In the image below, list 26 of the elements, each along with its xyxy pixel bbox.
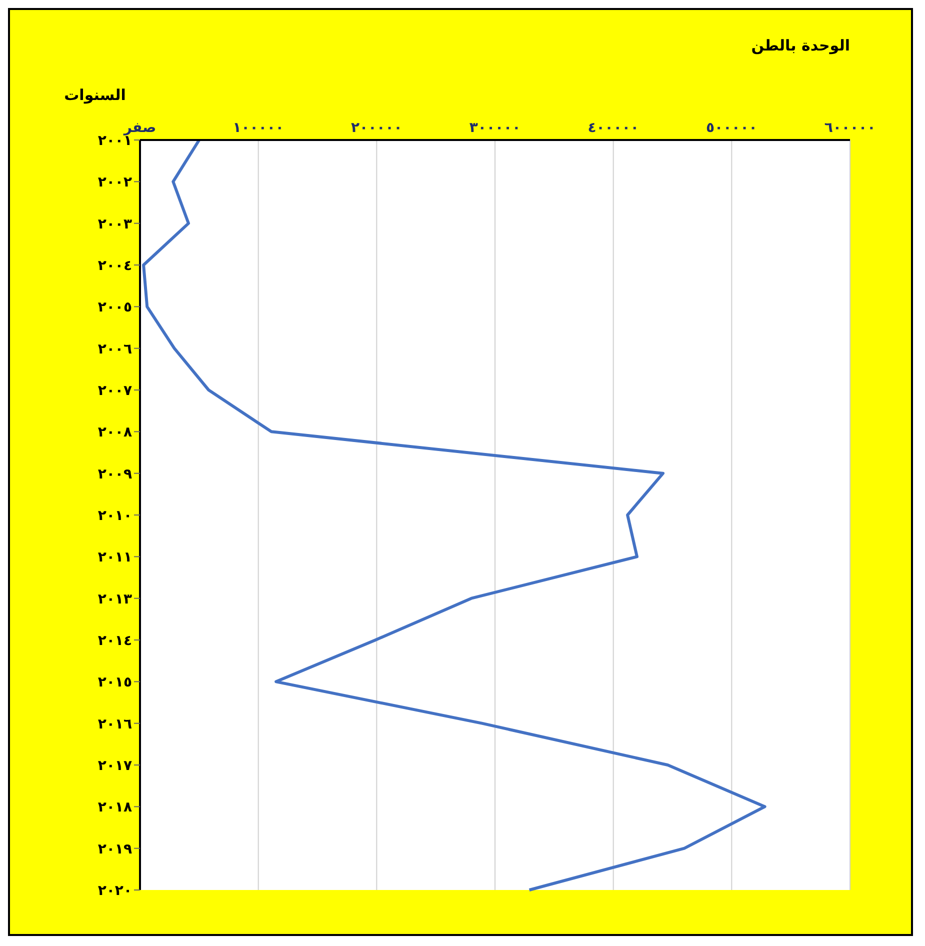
y-tick-label: ٢٠٠٨ <box>98 424 132 441</box>
y-tick-label: ٢٠٠٢ <box>98 174 132 191</box>
y-axis-title: السنوات <box>64 86 126 104</box>
x-tick-label: ٤٠٠٠٠٠ <box>588 120 639 136</box>
y-tick-label: ٢٠١٦ <box>98 716 132 732</box>
y-tick-label: ٢٠٠٣ <box>98 216 132 232</box>
x-axis-title: الوحدة بالطن <box>751 36 850 55</box>
y-tick-label: ٢٠١٨ <box>98 800 132 816</box>
y-tick-label: ٢٠١٠ <box>98 508 132 524</box>
y-tick-label: ٢٠٠٦ <box>98 341 132 358</box>
y-tick-label: ٢٠٠٧ <box>98 382 132 399</box>
x-tick-label: ٥٠٠٠٠٠ <box>706 120 758 136</box>
y-tick-label: ٢٠٠٤ <box>98 258 132 274</box>
y-tick-label: ٢٠٠٥ <box>98 300 132 316</box>
y-tick-label: ٢٠١١ <box>98 550 132 566</box>
y-tick-label: ٢٠٢٠ <box>98 882 132 899</box>
x-tick-label: ١٠٠٠٠٠ <box>232 120 284 136</box>
y-tick-label: ٢٠١٤ <box>98 632 132 649</box>
y-tick-label: ٢٠١٥ <box>98 674 132 691</box>
y-tick-label: ٢٠١٩ <box>98 841 132 858</box>
y-tick-label: ٢٠١٣ <box>98 591 132 608</box>
x-tick-label: ٢٠٠٠٠٠ <box>351 120 402 136</box>
x-tick-label: ٦٠٠٠٠٠ <box>824 120 876 136</box>
y-tick-label: ٢٠١٧ <box>98 758 132 774</box>
y-tick-label: ٢٠٠٩ <box>98 466 132 482</box>
x-tick-label: ٣٠٠٠٠٠ <box>469 120 521 136</box>
